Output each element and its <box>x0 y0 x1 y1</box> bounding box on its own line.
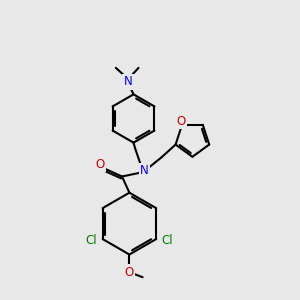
Text: N: N <box>124 76 133 88</box>
Text: O: O <box>96 158 105 171</box>
Text: Cl: Cl <box>85 234 97 247</box>
Text: O: O <box>125 266 134 279</box>
Text: O: O <box>176 115 185 128</box>
Text: N: N <box>140 164 149 177</box>
Text: Cl: Cl <box>161 234 173 247</box>
